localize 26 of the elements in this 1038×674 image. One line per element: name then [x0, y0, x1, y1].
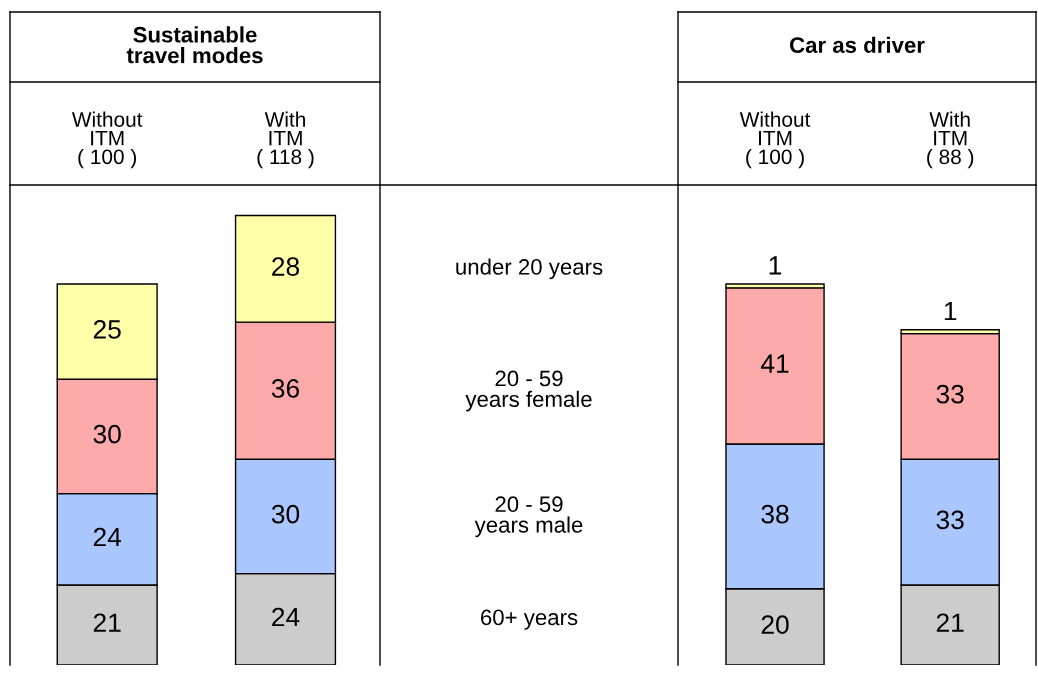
data-label: 30 — [271, 504, 300, 524]
x-tick-label: Without ITM ( 100 ) — [71, 111, 143, 169]
text: 20 - 59 years male — [474, 496, 583, 538]
x-tick-label: Without ITM ( 100 ) — [739, 111, 811, 169]
chart-title: Sustainable travel modes — [126, 26, 263, 64]
data-label: 41 — [760, 354, 789, 373]
data-label: 1 — [769, 256, 782, 275]
x-tick-label: With ITM ( 88 ) — [927, 111, 974, 169]
data-label: 33 — [936, 510, 964, 530]
data-label: 36 — [271, 379, 300, 398]
text: under 20 years — [456, 258, 603, 280]
data-label: 21 — [93, 613, 121, 632]
data-label: 24 — [93, 527, 122, 547]
data-label: 24 — [272, 607, 300, 627]
data-label: 30 — [93, 424, 121, 444]
data-label: 21 — [936, 613, 964, 632]
data-label: 20 — [761, 615, 789, 634]
text: 60+ years — [481, 609, 578, 630]
text: 20 - 59 years female — [465, 370, 592, 412]
data-label: 28 — [272, 257, 300, 276]
data-label: 33 — [936, 384, 964, 404]
x-tick-label: With ITM ( 118 ) — [257, 111, 314, 169]
data-label: 1 — [944, 301, 957, 321]
data-label: 38 — [761, 504, 789, 524]
chart-title: Car as driver — [789, 36, 925, 53]
data-label: 25 — [93, 320, 121, 339]
